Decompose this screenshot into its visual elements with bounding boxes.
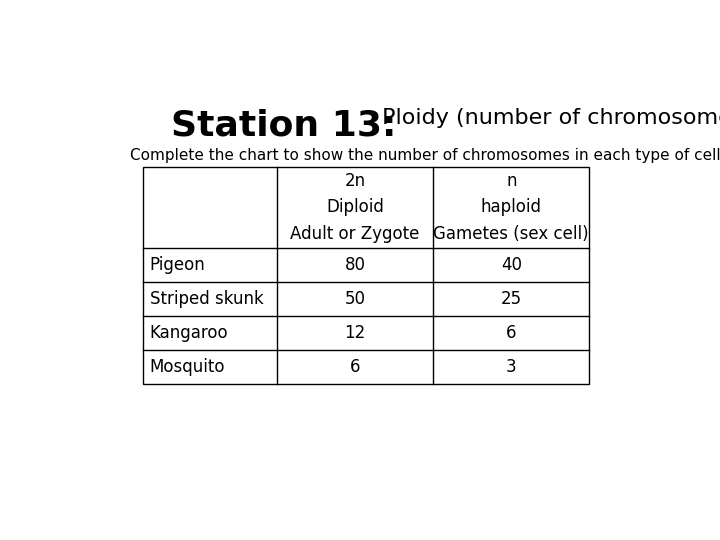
- Bar: [143, 167, 590, 384]
- Text: 12: 12: [344, 324, 366, 342]
- Text: n
haploid
Gametes (sex cell): n haploid Gametes (sex cell): [433, 172, 589, 242]
- Text: Kangaroo: Kangaroo: [150, 324, 228, 342]
- Text: 6: 6: [506, 324, 516, 342]
- Text: Striped skunk: Striped skunk: [150, 290, 264, 308]
- Text: Mosquito: Mosquito: [150, 358, 225, 376]
- Text: 6: 6: [350, 358, 360, 376]
- Text: 25: 25: [500, 290, 522, 308]
- Text: 50: 50: [345, 290, 366, 308]
- Text: Ploidy (number of chromosomes): Ploidy (number of chromosomes): [374, 109, 720, 129]
- Text: 40: 40: [501, 256, 522, 274]
- Text: Station 13:: Station 13:: [171, 109, 396, 143]
- Text: 3: 3: [506, 358, 517, 376]
- Text: Pigeon: Pigeon: [150, 256, 205, 274]
- Text: 80: 80: [345, 256, 366, 274]
- Text: 2n
Diploid
Adult or Zygote: 2n Diploid Adult or Zygote: [290, 172, 420, 242]
- Text: Complete the chart to show the number of chromosomes in each type of cell.: Complete the chart to show the number of…: [130, 148, 720, 163]
